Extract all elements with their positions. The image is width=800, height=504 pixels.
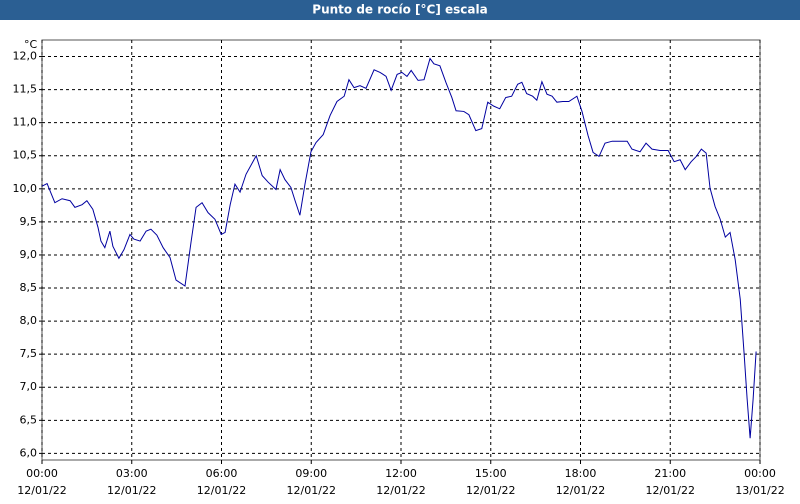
x-tick-label: 15:00 — [475, 467, 507, 480]
y-tick-label: 6,5 — [20, 413, 38, 426]
x-tick-date: 12/01/22 — [376, 484, 425, 497]
x-tick-date: 12/01/22 — [107, 484, 156, 497]
x-tick-label: 12:00 — [385, 467, 417, 480]
y-unit: °C — [24, 38, 38, 51]
y-tick-label: 11,0 — [13, 116, 38, 129]
x-tick-label: 18:00 — [565, 467, 597, 480]
x-tick-label: 03:00 — [116, 467, 148, 480]
x-tick-date: 12/01/22 — [17, 484, 66, 497]
y-tick-label: 12,0 — [13, 50, 38, 63]
x-tick-label: 06:00 — [206, 467, 238, 480]
y-tick-label: 11,5 — [13, 83, 38, 96]
x-tick-label: 09:00 — [295, 467, 327, 480]
x-tick-label: 00:00 — [26, 467, 58, 480]
y-tick-label: 9,5 — [20, 215, 38, 228]
y-tick-label: 7,5 — [20, 347, 38, 360]
y-tick-label: 7,0 — [20, 380, 38, 393]
x-tick-date: 12/01/22 — [287, 484, 336, 497]
y-tick-label: 10,0 — [13, 182, 38, 195]
y-tick-label: 8,0 — [20, 314, 38, 327]
y-tick-label: 8,5 — [20, 281, 38, 294]
x-tick-date: 12/01/22 — [646, 484, 695, 497]
x-tick-date: 12/01/22 — [556, 484, 605, 497]
y-tick-label: 9,0 — [20, 248, 38, 261]
x-tick-label: 21:00 — [654, 467, 686, 480]
x-tick-date: 12/01/22 — [197, 484, 246, 497]
data-line — [41, 57, 757, 439]
x-tick-date: 13/01/22 — [735, 484, 784, 497]
y-tick-label: 6,0 — [20, 446, 38, 459]
x-tick-date: 12/01/22 — [466, 484, 515, 497]
x-tick-label: 00:00 — [744, 467, 776, 480]
title-bar — [0, 0, 800, 20]
chart-title: Punto de rocío [°C] escala — [312, 3, 487, 17]
y-tick-label: 10,5 — [13, 149, 38, 162]
